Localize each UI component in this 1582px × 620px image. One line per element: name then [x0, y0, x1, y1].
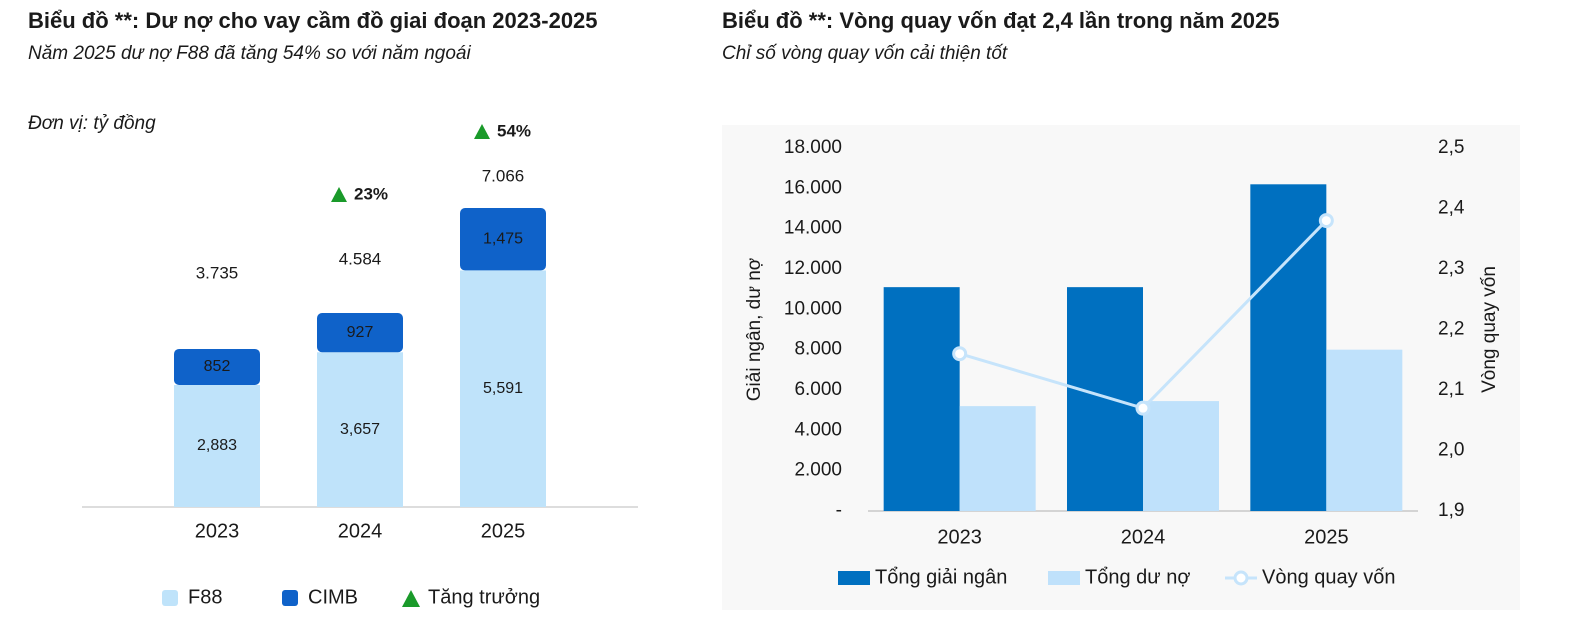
value-label: 5,591 [483, 380, 523, 397]
bar-segment [460, 208, 546, 271]
line-point [1318, 213, 1334, 229]
y2-tick-label: 2,3 [1438, 258, 1464, 279]
y-tick-label: 14.000 [784, 218, 842, 239]
value-label: 3,657 [340, 421, 380, 438]
legend-swatch [838, 571, 870, 585]
y-tick-label: - [836, 500, 842, 521]
chart-subtitle: Năm 2025 dư nợ F88 đã tăng 54% so với nă… [28, 43, 471, 64]
y-axis-label: Giải ngân, dư nợ [744, 258, 765, 401]
y2-tick-label: 2,4 [1438, 198, 1465, 219]
y2-tick-label: 2,5 [1438, 137, 1464, 158]
y-tick-label: 12.000 [784, 258, 842, 279]
legend-swatch [162, 590, 178, 606]
bar-segment [317, 313, 403, 353]
legend-label: CIMB [308, 586, 358, 608]
total-label: 3.735 [196, 263, 239, 282]
y-tick-label: 4.000 [794, 419, 842, 440]
value-label: 2,883 [197, 437, 237, 454]
y-tick-label: 18.000 [784, 137, 842, 158]
y2-tick-label: 2,0 [1438, 440, 1464, 461]
value-label: 852 [204, 358, 231, 375]
legend-swatch [1048, 571, 1080, 585]
y-tick-label: 10.000 [784, 298, 842, 319]
total-label: 7.066 [482, 166, 525, 185]
legend-swatch [1233, 570, 1249, 586]
legend-label: F88 [188, 586, 222, 608]
y2-tick-label: 1,9 [1438, 500, 1464, 521]
bar [1067, 287, 1143, 511]
y-tick-label: 16.000 [784, 177, 842, 198]
growth-marker [474, 124, 490, 139]
growth-label: 23% [354, 185, 388, 204]
y2-tick-label: 2,2 [1438, 319, 1464, 340]
bar-segment [174, 348, 260, 386]
line-point [1135, 400, 1151, 416]
legend-label: Tăng trưởng [428, 586, 540, 608]
y2-tick-label: 2,1 [1438, 379, 1464, 400]
chart-title: Biểu đồ **: Dư nợ cho vay cầm đồ giai đo… [28, 8, 598, 33]
y-tick-label: 2.000 [794, 460, 842, 481]
y-tick-label: 8.000 [794, 339, 842, 360]
unit-note: Đơn vị: tỷ đồng [28, 113, 156, 134]
value-label: 927 [347, 324, 374, 341]
y2-axis-label: Vòng quay vốn [1479, 266, 1500, 393]
x-tick-label: 2024 [1121, 526, 1166, 548]
bar [883, 287, 960, 511]
x-tick-label: 2023 [195, 520, 240, 542]
bar-segment [174, 385, 260, 507]
value-label: 1,475 [483, 230, 523, 247]
x-tick-label: 2024 [338, 520, 383, 542]
y-tick-label: 6.000 [794, 379, 842, 400]
legend-swatch [402, 590, 420, 607]
x-tick-label: 2025 [481, 520, 526, 542]
legend-swatch [282, 590, 298, 606]
growth-label: 54% [497, 121, 531, 140]
growth-marker [331, 187, 347, 203]
legend-label: Tổng giải ngân [875, 566, 1007, 588]
x-tick-label: 2023 [937, 526, 982, 548]
line-point [952, 346, 968, 362]
bar-segment [317, 352, 403, 507]
bar [1250, 184, 1327, 512]
bar [959, 406, 1036, 511]
x-tick-label: 2025 [1304, 526, 1349, 548]
bar-segment [460, 270, 546, 507]
bar [1143, 401, 1219, 511]
chart-title: Biểu đồ **: Vòng quay vốn đạt 2,4 lần tr… [722, 8, 1279, 33]
legend-label: Tổng dư nợ [1085, 566, 1190, 588]
chart-subtitle: Chỉ số vòng quay vốn cải thiện tốt [722, 43, 1008, 64]
total-label: 4.584 [339, 250, 382, 269]
legend-label: Vòng quay vốn [1262, 566, 1395, 588]
bar [1326, 349, 1403, 511]
